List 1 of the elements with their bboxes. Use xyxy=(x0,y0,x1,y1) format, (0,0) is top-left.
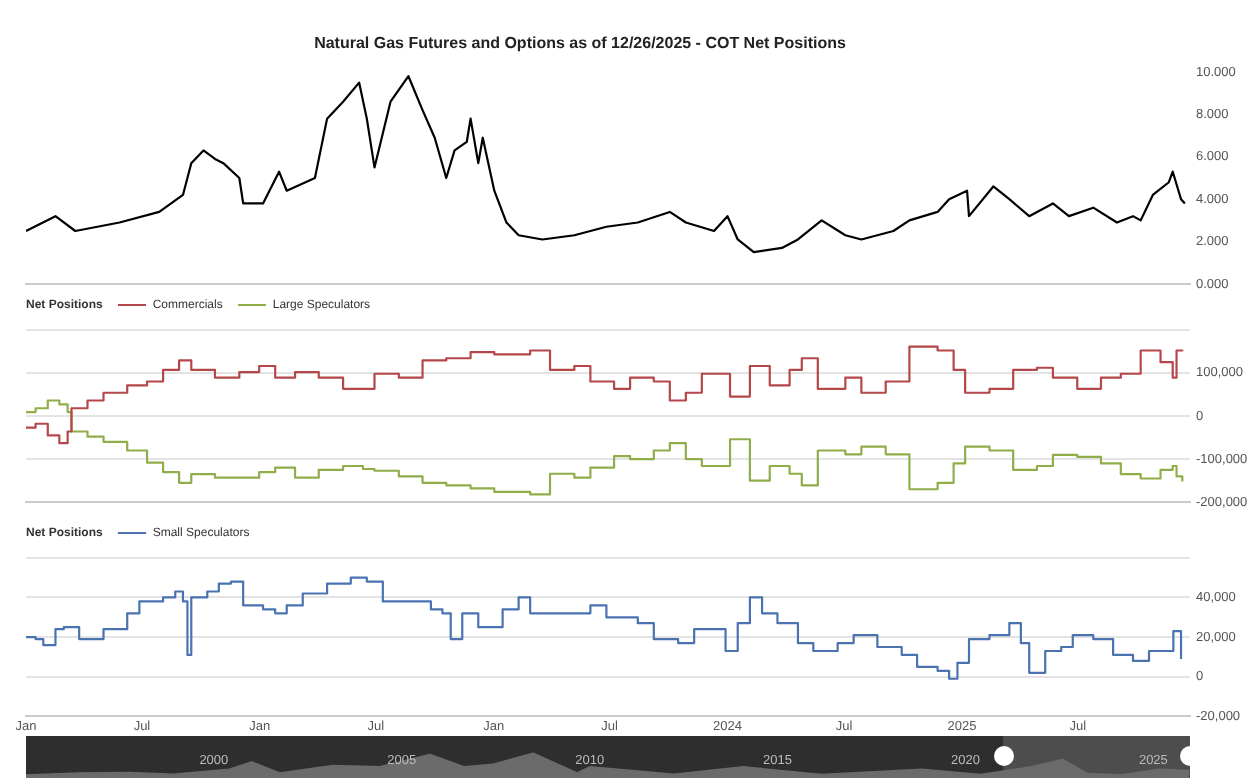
chart-title: Natural Gas Futures and Options as of 12/26/2025 - COT Net Positions xyxy=(312,34,848,52)
